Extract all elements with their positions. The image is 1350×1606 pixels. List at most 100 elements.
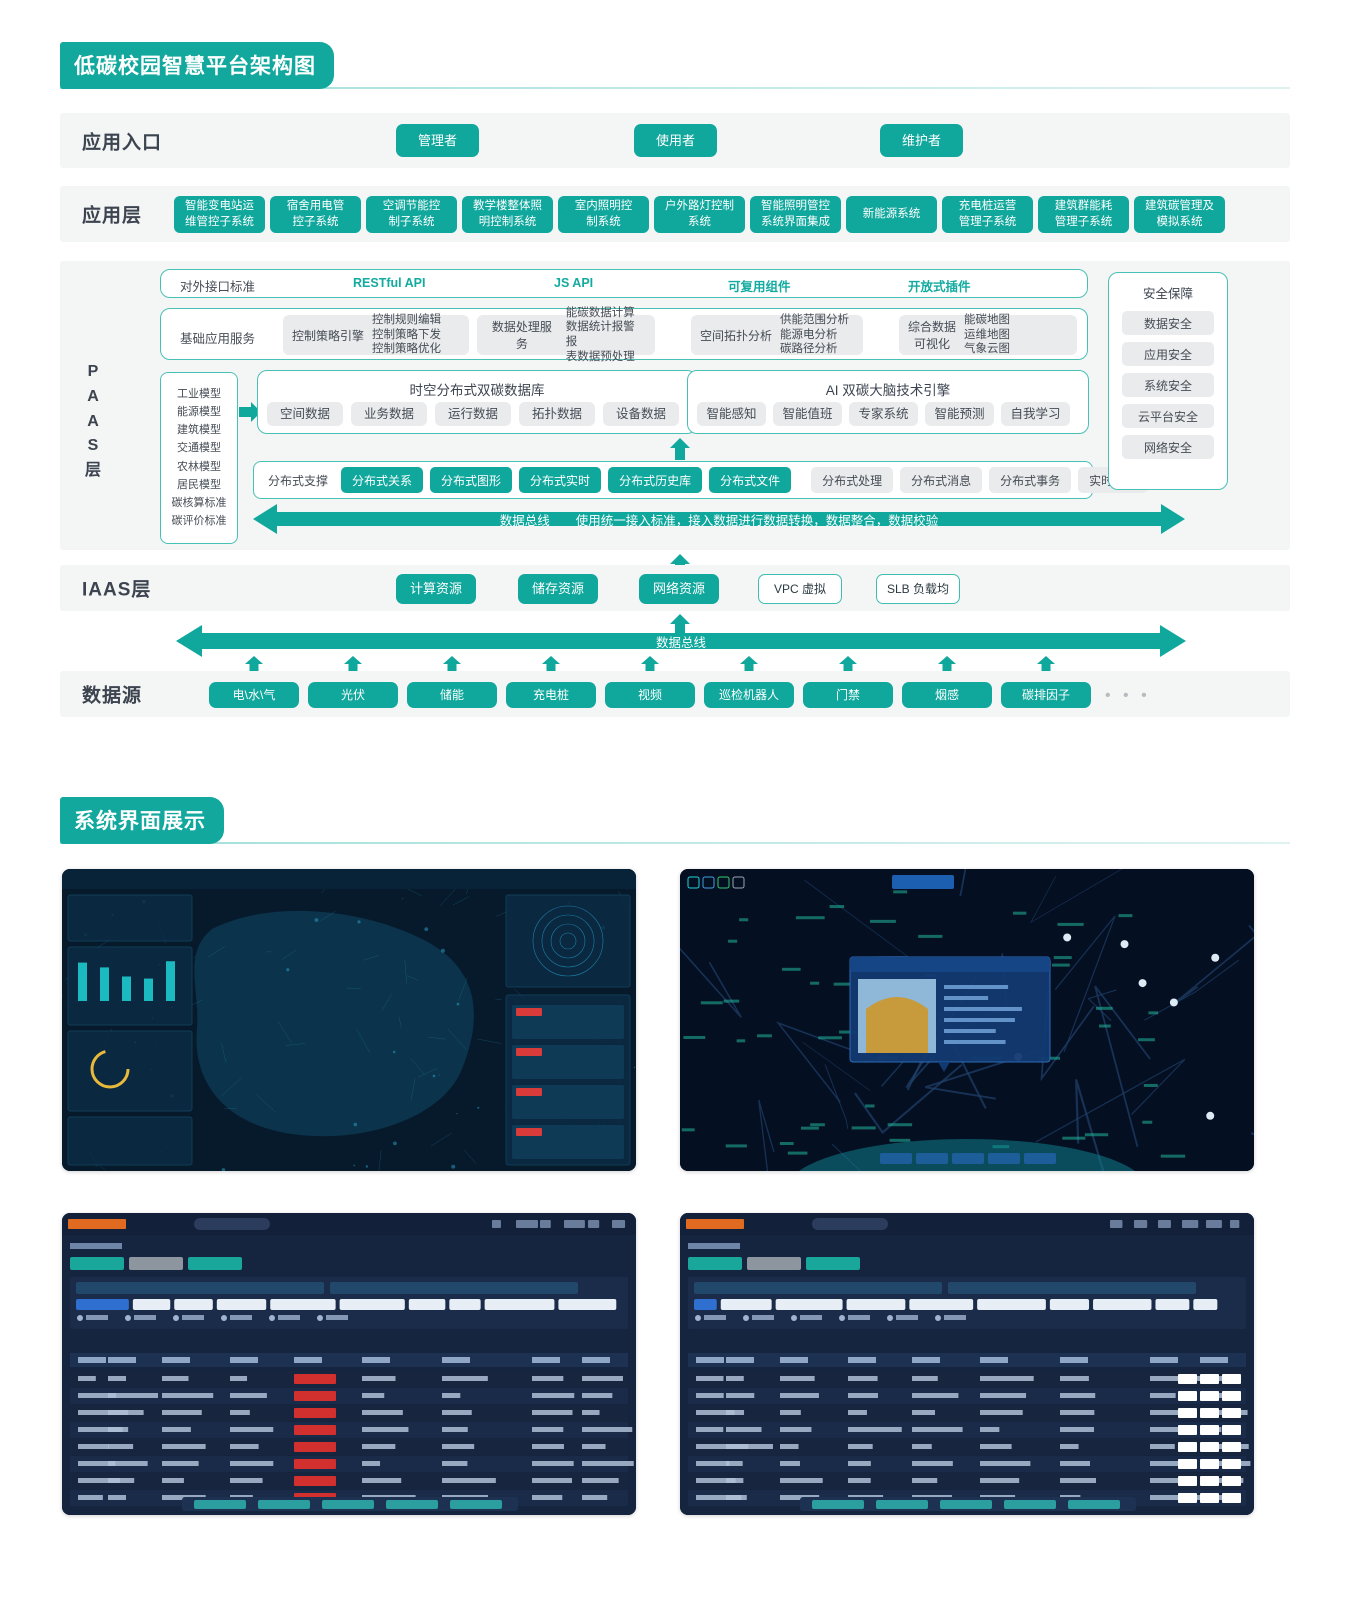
iaas-outlined-0[interactable]: VPC 虚拟 — [758, 574, 842, 604]
data-source-item-1[interactable]: 光伏 — [308, 682, 398, 708]
data-source-item-8[interactable]: 碳排因子 — [1001, 682, 1091, 708]
app-item-4[interactable]: 室内照明控 制系统 — [558, 196, 649, 233]
paas-bus-label: 数据总线 — [499, 513, 550, 528]
bottom-bus-label: 数据总线 — [655, 635, 706, 650]
data-source-arrow-4 — [641, 656, 659, 677]
data-source-arrow-8 — [1037, 656, 1055, 677]
data-source-arrow-5 — [740, 656, 758, 677]
api-item-1[interactable]: JS API — [554, 276, 594, 290]
app-item-0[interactable]: 智能变电站运 维管控子系统 — [174, 196, 265, 233]
bottom-data-bus: 数据总线 — [176, 625, 1186, 657]
security-item-3[interactable]: 云平台安全 — [1122, 404, 1214, 428]
data-source-item-5[interactable]: 巡检机器人 — [704, 682, 794, 708]
data-source-item-7[interactable]: 烟感 — [902, 682, 992, 708]
model-standard-column: 工业模型 能源模型 建筑模型 交通模型 农林模型 居民模型 碳核算标准 碳评价标准 — [160, 372, 238, 544]
entry-item-2[interactable]: 维护者 — [880, 124, 963, 157]
distributed-plain-1[interactable]: 分布式消息 — [900, 467, 983, 493]
model-item-4: 农林模型 — [177, 460, 221, 473]
distributed-highlighted-2[interactable]: 分布式实时 — [519, 467, 602, 493]
database-item-2[interactable]: 运行数据 — [435, 402, 511, 426]
arch-section-title: 低碳校园智慧平台架构图 — [60, 42, 334, 89]
security-column-items: 数据安全应用安全系统安全云平台安全网络安全 — [1122, 311, 1214, 459]
ai-item-2[interactable]: 专家系统 — [849, 402, 918, 426]
model-item-0: 工业模型 — [177, 388, 221, 401]
security-item-2[interactable]: 系统安全 — [1122, 373, 1214, 397]
security-item-4[interactable]: 网络安全 — [1122, 435, 1214, 459]
service-group-2[interactable]: 空间拓扑分析 供能范围分析 能源电分析 碳路径分析 — [691, 313, 863, 356]
api-item-2[interactable]: 可复用组件 — [728, 280, 791, 294]
distributed-plain-0[interactable]: 分布式处理 — [811, 467, 894, 493]
paas-label-char-2: A — [87, 412, 99, 430]
service-group-0[interactable]: 控制策略引擎 控制规则编辑 控制策略下发 控制策略优化 — [283, 313, 469, 356]
api-item-0[interactable]: RESTful API — [353, 276, 426, 290]
distributed-highlighted-3[interactable]: 分布式历史库 — [608, 467, 703, 493]
model-item-1: 能源模型 — [177, 406, 221, 419]
security-column: 安全保障 数据安全应用安全系统安全云平台安全网络安全 — [1108, 272, 1228, 490]
paas-data-bus: 数据总线 使用统一接入标准，接入数据进行数据转换，数据整合，数据校验 — [253, 504, 1185, 534]
app-item-6[interactable]: 智能照明管控 系统界面集成 — [750, 196, 841, 233]
iaas-filled-1[interactable]: 储存资源 — [518, 574, 598, 604]
service-group-value-2: 供能范围分析 能源电分析 碳路径分析 — [780, 313, 850, 356]
paas-label-char-1: A — [87, 387, 99, 405]
screenshot-project-map[interactable] — [680, 869, 1254, 1171]
data-source-item-6[interactable]: 门禁 — [803, 682, 893, 708]
screenshot-device-table[interactable] — [680, 1213, 1254, 1515]
entry-item-0[interactable]: 管理者 — [396, 124, 479, 157]
app-item-7[interactable]: 新能源系统 — [846, 196, 937, 233]
service-group-value-3: 能碳地图 运维地图 气象云图 — [964, 313, 1011, 356]
model-item-3: 交通模型 — [177, 442, 221, 455]
app-item-10[interactable]: 建筑碳管理及 模拟系统 — [1134, 196, 1225, 233]
service-group-1[interactable]: 数据处理服务 能碳数据计算 数据统计报警报 表数据预处理 — [477, 307, 655, 363]
security-column-title: 安全保障 — [1142, 287, 1193, 301]
api-standard-label: 对外接口标准 — [180, 280, 256, 294]
distributed-highlighted-0[interactable]: 分布式关系 — [341, 467, 424, 493]
ui-section-header: 系统界面展示 — [60, 797, 1290, 844]
model-item-5: 居民模型 — [177, 478, 221, 491]
ai-item-4[interactable]: 自我学习 — [1001, 402, 1070, 426]
app-item-1[interactable]: 宿舍用电管 控子系统 — [270, 196, 361, 233]
distributed-highlighted-1[interactable]: 分布式图形 — [430, 467, 513, 493]
app-item-8[interactable]: 充电桩运营 管理子系统 — [942, 196, 1033, 233]
api-item-3[interactable]: 开放式插件 — [908, 280, 971, 294]
database-item-1[interactable]: 业务数据 — [351, 402, 427, 426]
database-item-0[interactable]: 空间数据 — [267, 402, 343, 426]
data-source-item-0[interactable]: 电\水\气 — [209, 682, 299, 708]
arch-section-rule — [60, 87, 1290, 89]
app-item-5[interactable]: 户外路灯控制 系统 — [654, 196, 745, 233]
security-item-1[interactable]: 应用安全 — [1122, 342, 1214, 366]
distributed-plain-2[interactable]: 分布式事务 — [989, 467, 1072, 493]
service-group-key-2: 空间拓扑分析 — [700, 328, 773, 343]
ai-item-0[interactable]: 智能感知 — [697, 402, 766, 426]
service-group-value-1: 能碳数据计算 数据统计报警报 表数据预处理 — [565, 306, 635, 363]
paas-label-char-4: 层 — [84, 462, 101, 480]
distributed-plain-items: 分布式处理分布式消息分布式事务实时监控 — [811, 467, 1149, 493]
entry-item-1[interactable]: 使用者 — [634, 124, 717, 157]
data-source-item-2[interactable]: 储能 — [407, 682, 497, 708]
database-item-4[interactable]: 设备数据 — [603, 402, 679, 426]
iaas-filled-0[interactable]: 计算资源 — [396, 574, 476, 604]
data-source-item-3[interactable]: 充电桩 — [506, 682, 596, 708]
iaas-filled-2[interactable]: 网络资源 — [639, 574, 719, 604]
app-item-9[interactable]: 建筑群能耗 管理子系统 — [1038, 196, 1129, 233]
service-group-3[interactable]: 综合数据 可视化 能碳地图 运维地图 气象云图 — [899, 313, 1077, 356]
app-item-2[interactable]: 空调节能控 制子系统 — [366, 196, 457, 233]
base-service-label: 基础应用服务 — [180, 332, 256, 346]
security-item-0[interactable]: 数据安全 — [1122, 311, 1214, 335]
ui-section-title: 系统界面展示 — [60, 797, 224, 844]
database-item-3[interactable]: 拓扑数据 — [519, 402, 595, 426]
screenshot-alarm-table[interactable] — [62, 1213, 636, 1515]
paas-label-char-0: P — [87, 363, 99, 380]
data-source-item-4[interactable]: 视频 — [605, 682, 695, 708]
app-item-3[interactable]: 教学楼整体照 明控制系统 — [462, 196, 553, 233]
distributed-highlighted-4[interactable]: 分布式文件 — [709, 467, 792, 493]
iaas-outlined-1[interactable]: SLB 负载均 — [876, 574, 960, 604]
service-group-value-0: 控制规则编辑 控制策略下发 控制策略优化 — [372, 313, 442, 356]
service-group-key-1: 数据处理服务 — [491, 320, 552, 351]
ai-item-1[interactable]: 智能值班 — [773, 402, 842, 426]
ai-item-3[interactable]: 智能预测 — [925, 402, 994, 426]
distributed-support-row: 分布式支撑 分布式关系 分布式图形 分布式实时 分布式历史库 分布式文件 分布式处理 分布… — [253, 461, 1149, 499]
screenshot-dashboard-map[interactable] — [62, 869, 636, 1171]
data-source-label: 数据源 — [82, 685, 143, 707]
data-source-arrow-7 — [938, 656, 956, 677]
